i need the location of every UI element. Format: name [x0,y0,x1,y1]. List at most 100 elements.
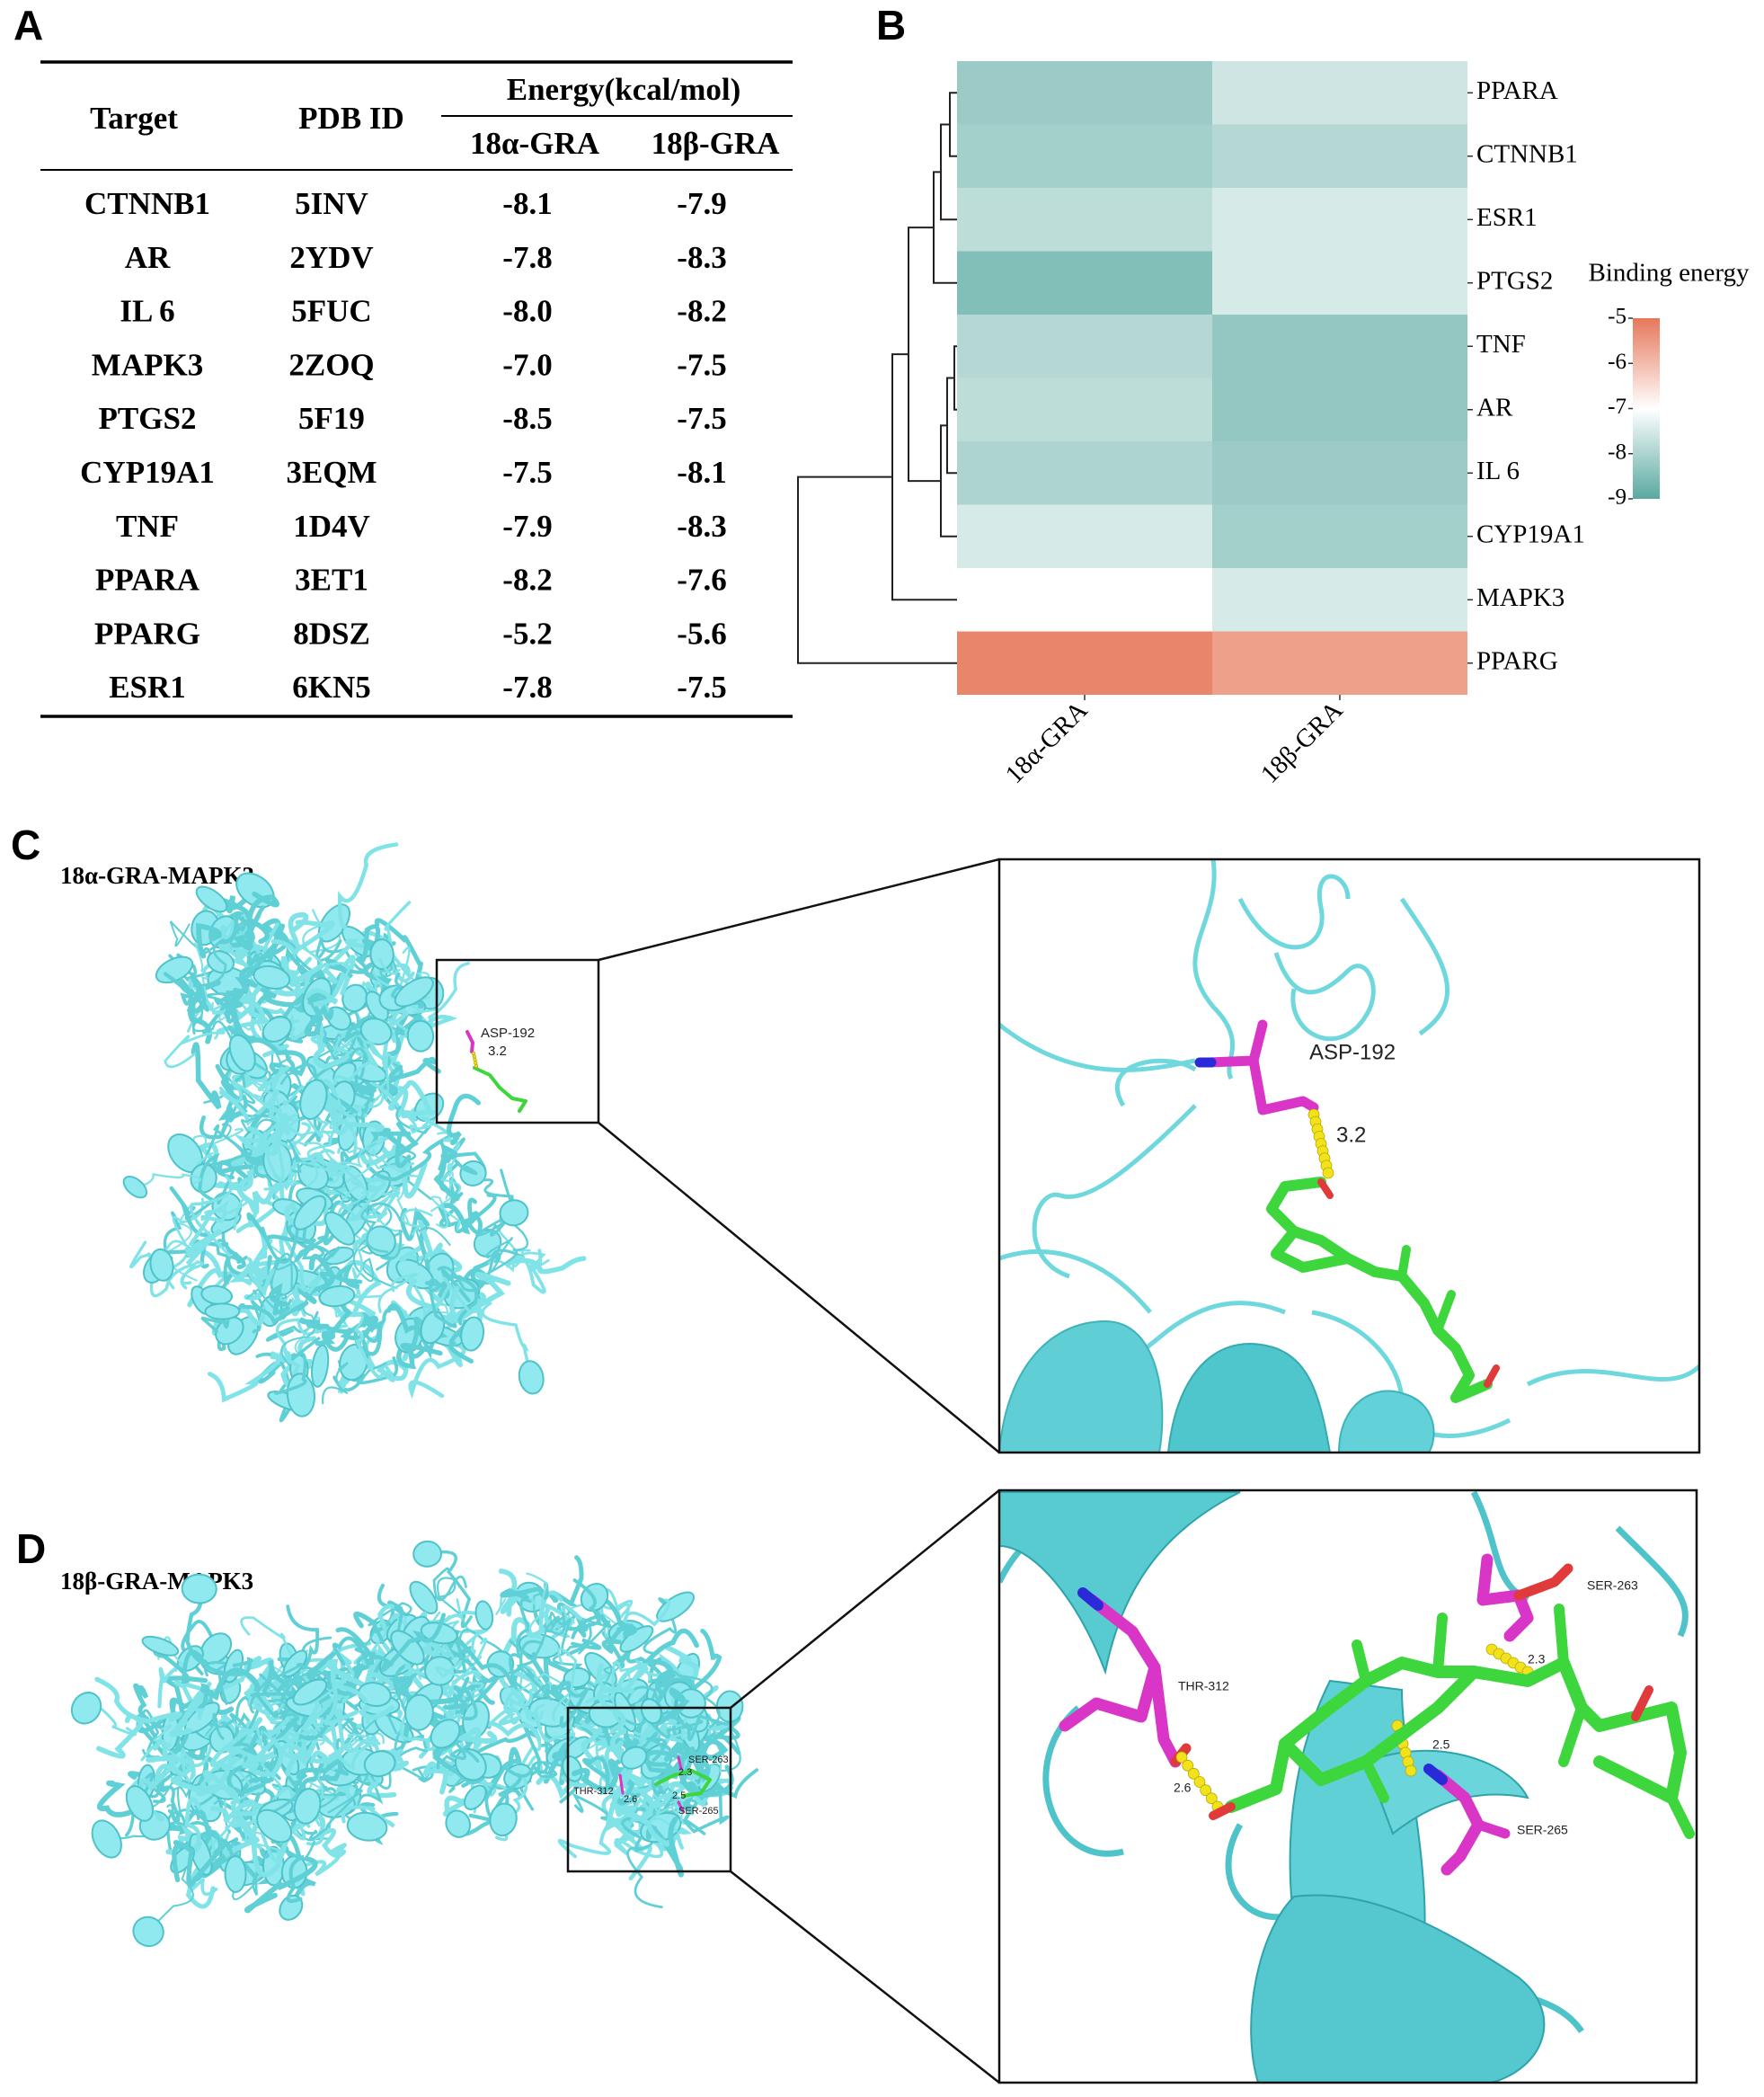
protein-ribbon [192,1006,241,1062]
table-cell: PPARA [95,563,200,598]
heatmap-cell [1212,568,1467,632]
heatmap-cell [957,188,1212,252]
protein-helix [406,1019,435,1053]
table-cell: 2YDV [289,240,373,275]
table-cell: 2ZOQ [288,347,374,382]
protein-ribbon [240,1261,275,1297]
stick [618,1773,625,1795]
table-cell: -8.1 [677,455,726,490]
heatmap-cell [1212,315,1467,378]
hbond-dot [473,1057,477,1062]
protein-ribbon [430,1171,462,1213]
protein-helix [518,1360,545,1395]
table-cell: -7.8 [502,240,552,275]
residue-label: 2.6 [624,1794,637,1805]
protein-ribbon [626,1831,663,1909]
protein-ribbon [437,1248,525,1293]
protein-ribbon [433,1143,460,1202]
dendrogram-branch [797,475,957,664]
protein-ribbon [337,842,399,929]
protein-ribbon [191,1651,253,1677]
protein-helix [311,1344,330,1388]
table-cell: -7.5 [677,347,726,382]
protein-ribbon [271,1837,306,1904]
table-cell: 5INV [295,186,368,221]
table-cell: -5.2 [502,616,552,651]
protein-ribbon [324,1667,368,1711]
stick [465,1030,474,1053]
protein-ribbon [394,946,442,1014]
protein-helix [430,1719,461,1749]
protein-overview [122,842,587,1423]
protein-helix [999,1320,1164,1453]
protein-helix [224,1854,247,1893]
hbond-dot [1205,1792,1218,1805]
protein-ribbon [515,1693,576,1743]
protein-ribbon [487,1689,533,1728]
protein-ribbon [516,1672,580,1710]
protein-ribbon [164,1031,219,1069]
table-cell: 5FUC [291,294,371,329]
table-cell: -7.5 [677,401,726,436]
protein-ribbon [470,1272,511,1314]
protein-loop [1237,874,1351,950]
protein-ribbon [285,1728,319,1777]
stick [1059,1594,1161,1732]
table-header: 18α-GRA [470,126,600,161]
protein-helix [409,1580,439,1615]
protein-ribbon [296,1758,344,1782]
table-cell: -8.3 [677,240,726,275]
panel-label: D [16,1525,46,1572]
hbond-dot [1182,1759,1194,1772]
protein-ribbon [190,1175,234,1257]
table-cell: -8.3 [677,509,726,544]
table-cell: -8.1 [502,186,552,221]
heatmap-cell [957,441,1212,505]
row-label: CTNNB1 [1476,139,1578,168]
protein-ribbon [333,1040,379,1098]
protein-ribbon [125,1772,166,1837]
protein-ribbon [342,1651,376,1690]
protein-ribbon [526,1572,551,1639]
row-label: CYP19A1 [1476,520,1585,548]
protein-helix [195,885,228,913]
protein-ribbon [273,1161,323,1191]
protein-ribbon [431,1610,486,1657]
protein-ribbon [184,1229,222,1266]
stick [1423,1764,1448,1785]
protein-ribbon [304,1004,334,1037]
residue-label: THR-312 [573,1786,614,1797]
protein-ribbon [234,1125,269,1153]
colorbar-tick-label: -9 [1608,485,1627,510]
protein-ribbon [192,937,227,988]
protein-ribbon [366,1133,455,1182]
protein-ribbon [610,1801,670,1847]
residue-label: 3.2 [1336,1123,1366,1147]
protein-ribbon [311,1090,385,1136]
protein-ribbon [301,1245,341,1281]
protein-ribbon [667,1710,729,1741]
residue-label: ASP-192 [1309,1040,1396,1064]
protein-ribbon [160,1197,204,1266]
protein-helix [346,1811,388,1842]
protein-ribbon [279,1156,299,1186]
residue-label: SER-263 [688,1755,729,1765]
table-cell: -8.2 [502,563,552,598]
row-label: AR [1476,393,1513,422]
heatmap-cell [1212,188,1467,252]
protein-ribbon [207,1355,280,1403]
protein-ribbon [381,1613,446,1672]
protein-ribbon [180,1797,203,1862]
stick [1397,1245,1411,1281]
protein-ribbon [306,988,338,1016]
protein-ribbon [654,1686,690,1727]
protein-ribbon [677,1743,711,1783]
protein-ribbon [169,1690,205,1737]
protein-helix [293,1788,322,1825]
protein-ribbon [475,1211,516,1237]
protein-ribbon [352,1239,398,1290]
heatmap-cell [1212,124,1467,188]
protein-ribbon [134,1173,202,1188]
table-cell: 3ET1 [295,563,368,598]
protein-ribbon [321,1326,353,1352]
